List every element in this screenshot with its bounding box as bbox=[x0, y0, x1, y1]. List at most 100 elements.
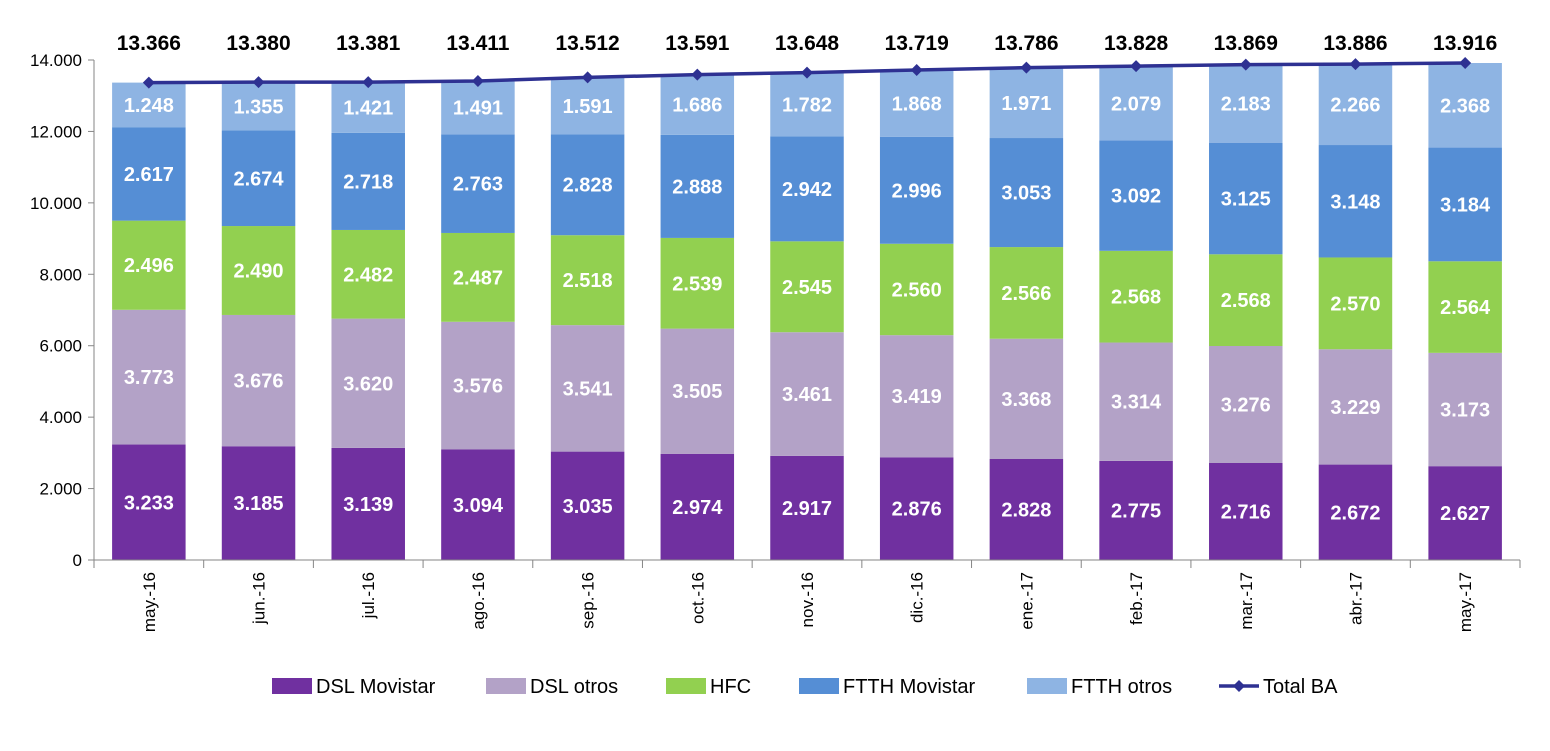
x-tick-label: nov.-16 bbox=[798, 572, 817, 627]
bar-segment bbox=[550, 134, 625, 236]
bar-segment bbox=[112, 444, 186, 560]
bar-data-label: 1.868 bbox=[892, 93, 942, 115]
legend-label: HFC bbox=[710, 676, 751, 698]
bar-data-label: 3.505 bbox=[672, 381, 722, 403]
bar-segment bbox=[221, 446, 296, 560]
bar-segment bbox=[441, 232, 515, 322]
bar-data-label: 3.541 bbox=[563, 378, 613, 400]
bar-data-label: 1.248 bbox=[124, 95, 174, 117]
bar-data-label: 2.568 bbox=[1221, 290, 1271, 312]
bar-data-label: 2.672 bbox=[1330, 502, 1380, 524]
bar-segment bbox=[989, 67, 1064, 139]
bar-segment bbox=[550, 451, 625, 560]
bar-data-label: 2.570 bbox=[1330, 293, 1380, 315]
x-tick-label: jul.-16 bbox=[359, 572, 378, 619]
bar-segment bbox=[112, 220, 186, 310]
bar-data-label: 3.053 bbox=[1001, 183, 1051, 205]
x-tick-label: sep.-16 bbox=[579, 572, 598, 629]
legend-label: FTTH otros bbox=[1071, 676, 1172, 698]
bar-data-label: 2.888 bbox=[672, 176, 722, 198]
bar-segment bbox=[660, 134, 735, 238]
bar-segment bbox=[1318, 257, 1393, 350]
legend-label: FTTH Movistar bbox=[843, 676, 976, 698]
bar-data-label: 2.545 bbox=[782, 277, 832, 299]
y-tick-label: 8.000 bbox=[39, 265, 82, 284]
total-data-label: 13.366 bbox=[117, 32, 181, 55]
bar-segment bbox=[770, 241, 844, 333]
bar-data-label: 3.184 bbox=[1440, 194, 1491, 216]
bar-data-label: 3.576 bbox=[453, 376, 503, 398]
bar-data-label: 3.368 bbox=[1001, 389, 1051, 411]
legend-label: Total BA bbox=[1263, 676, 1338, 698]
bar-data-label: 2.518 bbox=[563, 270, 613, 292]
x-tick-label: jun.-16 bbox=[250, 572, 269, 625]
bar-segment bbox=[660, 328, 735, 454]
bar-data-label: 2.568 bbox=[1111, 287, 1161, 309]
bar-data-label: 1.686 bbox=[672, 95, 722, 117]
total-data-label: 13.591 bbox=[665, 32, 730, 55]
bar-segment bbox=[331, 132, 405, 230]
bar-data-label: 1.421 bbox=[343, 98, 393, 120]
bar-data-label: 2.487 bbox=[453, 267, 503, 289]
bar-segment bbox=[989, 247, 1064, 339]
bar-segment bbox=[1209, 64, 1283, 143]
bar-segment bbox=[1099, 250, 1173, 343]
bar-segment bbox=[1428, 466, 1502, 560]
bar-segment bbox=[1428, 261, 1502, 353]
total-data-label: 13.786 bbox=[994, 32, 1058, 55]
bar-data-label: 2.266 bbox=[1330, 95, 1380, 117]
y-tick-label: 10.000 bbox=[30, 194, 82, 213]
bar-segment bbox=[660, 74, 735, 135]
bar-segment bbox=[221, 314, 296, 447]
total-data-label: 13.512 bbox=[555, 32, 619, 55]
total-data-label: 13.828 bbox=[1104, 32, 1169, 55]
bar-segment bbox=[1318, 145, 1393, 258]
bar-data-label: 2.539 bbox=[672, 273, 722, 295]
total-line-marker bbox=[1239, 58, 1252, 71]
bar-data-label: 2.564 bbox=[1440, 297, 1491, 319]
bar-data-label: 2.674 bbox=[234, 168, 285, 190]
bar-data-label: 1.971 bbox=[1001, 93, 1051, 115]
bar-segment bbox=[550, 77, 625, 135]
bar-segment bbox=[1099, 460, 1173, 560]
total-line-marker bbox=[362, 76, 375, 89]
bar-data-label: 3.092 bbox=[1111, 186, 1161, 208]
bar-segment bbox=[112, 82, 186, 128]
bar-segment bbox=[1209, 463, 1283, 560]
y-tick-label: 14.000 bbox=[30, 51, 82, 70]
bar-data-label: 3.461 bbox=[782, 384, 832, 406]
bar-data-label: 2.996 bbox=[892, 180, 942, 202]
y-tick-label: 12.000 bbox=[30, 122, 82, 141]
bar-segment bbox=[879, 243, 954, 336]
total-data-label: 13.886 bbox=[1323, 32, 1387, 55]
legend-label: DSL Movistar bbox=[316, 676, 436, 698]
bar-segment bbox=[550, 325, 625, 452]
total-line-marker bbox=[1020, 61, 1033, 74]
x-tick-label: ene.-17 bbox=[1017, 572, 1036, 630]
bar-segment bbox=[1428, 147, 1502, 262]
bar-segment bbox=[441, 321, 515, 450]
bar-data-label: 2.368 bbox=[1440, 95, 1490, 117]
total-line-marker bbox=[1349, 58, 1362, 71]
total-data-label: 13.916 bbox=[1433, 32, 1497, 55]
bar-data-label: 3.276 bbox=[1221, 395, 1271, 417]
bar-segment bbox=[1428, 63, 1502, 148]
total-line-marker bbox=[691, 68, 704, 81]
bar-segment bbox=[112, 127, 186, 221]
bar-data-label: 1.491 bbox=[453, 98, 503, 120]
bar-segment bbox=[1209, 254, 1283, 346]
total-line-marker bbox=[801, 66, 813, 79]
total-line-marker bbox=[142, 76, 155, 89]
bar-segment bbox=[879, 457, 954, 560]
total-line-marker bbox=[252, 76, 265, 89]
bar-data-label: 3.185 bbox=[234, 493, 284, 515]
legend-marker bbox=[1233, 680, 1245, 692]
bar-segment bbox=[660, 237, 735, 329]
total-line-marker bbox=[581, 71, 594, 84]
bar-segment bbox=[1318, 349, 1393, 465]
bar-data-label: 2.183 bbox=[1221, 94, 1271, 116]
bar-segment bbox=[989, 338, 1064, 459]
bar-data-label: 2.560 bbox=[892, 279, 942, 301]
